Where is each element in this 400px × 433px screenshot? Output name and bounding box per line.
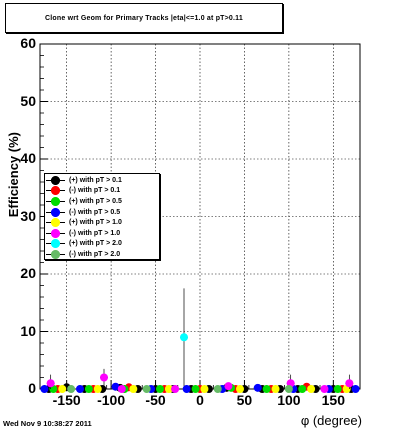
data-point xyxy=(345,379,354,388)
data-point xyxy=(171,385,180,393)
data-point xyxy=(40,385,49,393)
data-point xyxy=(284,385,293,393)
x-tick-label: -150 xyxy=(52,392,81,408)
data-point xyxy=(298,385,307,393)
grid xyxy=(40,44,360,389)
legend-marker xyxy=(46,175,65,185)
legend-label: (-) with pT > 1.0 xyxy=(69,229,121,237)
chart-title: Clone wrt Geom for Primary Tracks |eta|<… xyxy=(5,3,283,33)
data-point xyxy=(76,385,84,393)
data-point xyxy=(117,385,126,393)
y-tick-label: 0 xyxy=(28,380,36,396)
legend-marker xyxy=(46,207,65,217)
x-tick-label: -100 xyxy=(97,392,126,408)
legend-label: (-) with pT > 2.0 xyxy=(69,250,121,258)
legend-item: (+) with pT > 1.0 xyxy=(45,217,159,228)
legend-marker xyxy=(46,196,65,206)
legend-marker xyxy=(46,249,65,259)
data-point xyxy=(253,383,262,392)
legend-marker xyxy=(46,186,65,196)
legend-item: (+) with pT > 0.5 xyxy=(45,196,159,207)
data-point xyxy=(156,385,164,393)
data-point xyxy=(307,385,316,393)
legend-item: (+) with pT > 2.0 xyxy=(45,239,159,250)
data-point xyxy=(351,385,360,393)
data-point xyxy=(67,385,76,393)
data-point xyxy=(236,385,244,393)
y-tick-label: 60 xyxy=(20,35,36,51)
data-point xyxy=(111,382,120,391)
y-axis-label: Efficiency (%) xyxy=(6,132,21,218)
x-tick-label: -50 xyxy=(145,392,166,408)
timestamp: Wed Nov 9 10:38:27 2011 xyxy=(3,419,92,428)
data-point xyxy=(333,385,342,393)
y-tick-label: 40 xyxy=(20,150,36,166)
y-tick-label: 20 xyxy=(20,265,36,281)
data-point xyxy=(100,373,108,382)
y-tick-label: 30 xyxy=(20,207,36,224)
legend-label: (+) with pT > 2.0 xyxy=(69,240,122,248)
data-point xyxy=(46,379,55,388)
data-point xyxy=(200,385,209,393)
data-point xyxy=(320,385,329,393)
x-tick-label: 150 xyxy=(321,392,345,408)
legend-label: (-) with pT > 0.5 xyxy=(69,208,121,216)
data-point xyxy=(58,385,67,393)
legend-item: (-) with pT > 0.5 xyxy=(45,207,159,218)
legend-item: (-) with pT > 2.0 xyxy=(45,249,159,260)
data-point xyxy=(182,385,191,393)
data-point xyxy=(180,333,188,342)
data-point xyxy=(93,385,102,393)
legend-marker xyxy=(46,228,65,238)
legend-label: (+) with pT > 0.1 xyxy=(69,176,122,184)
legend-label: (+) with pT > 1.0 xyxy=(69,219,122,227)
data-point xyxy=(191,385,200,393)
data-point xyxy=(271,385,280,393)
data-point xyxy=(142,385,151,393)
y-tick-label: 10 xyxy=(20,322,36,339)
x-tick-label: 0 xyxy=(196,392,204,408)
data-point xyxy=(262,385,271,393)
legend-item: (-) with pT > 0.1 xyxy=(45,186,159,197)
x-tick-label: 100 xyxy=(277,392,301,408)
data-point xyxy=(164,385,173,393)
legend-marker xyxy=(46,218,65,228)
y-tick-label: 50 xyxy=(20,92,36,109)
data-point xyxy=(224,382,233,391)
data-point xyxy=(84,385,93,393)
legend-item: (-) with pT > 1.0 xyxy=(45,228,159,239)
legend-item: (+) with pT > 0.1 xyxy=(45,175,159,186)
data-point xyxy=(213,385,222,393)
data-points xyxy=(40,288,360,393)
data-point xyxy=(129,385,138,393)
legend-marker xyxy=(46,239,65,249)
x-axis-label: φ (degree) xyxy=(300,413,362,428)
legend: (+) with pT > 0.1 (-) with pT > 0.1 (+) wi… xyxy=(44,173,160,260)
legend-label: (-) with pT > 0.1 xyxy=(69,187,121,195)
x-tick-label: 50 xyxy=(236,392,253,408)
legend-label: (+) with pT > 0.5 xyxy=(69,197,122,205)
